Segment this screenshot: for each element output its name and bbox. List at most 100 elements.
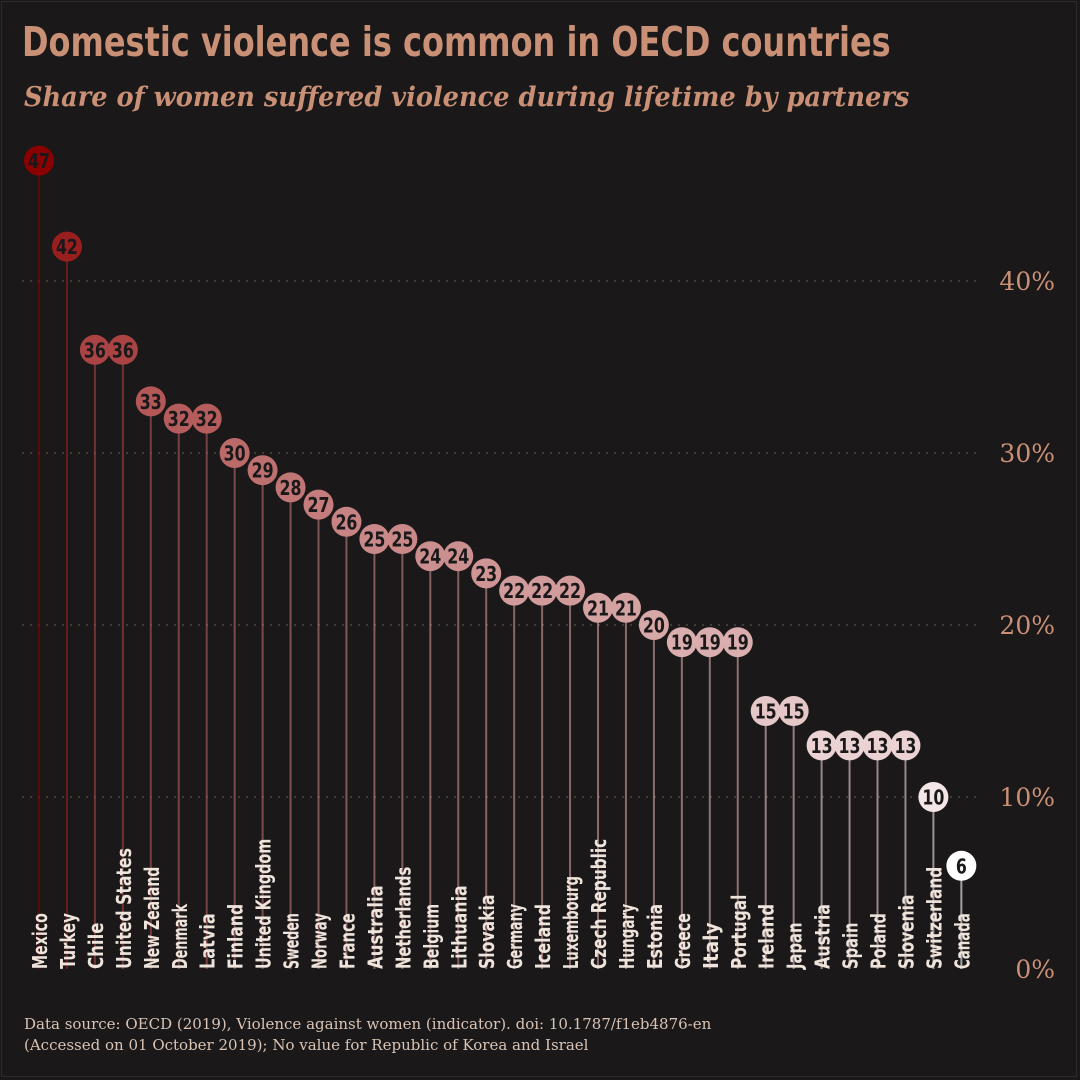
country-label: Switzerland: [922, 867, 946, 969]
dot: [918, 782, 949, 812]
value-label: 19: [727, 631, 749, 655]
dot: [135, 386, 166, 417]
dot: [722, 627, 753, 658]
dot: [471, 558, 502, 589]
value-label: 21: [587, 596, 609, 620]
value-label: 36: [84, 338, 106, 362]
value-label: 19: [671, 631, 693, 655]
value-label: 15: [783, 700, 805, 724]
country-label: Belgium: [419, 904, 443, 969]
dot: [638, 610, 669, 640]
country-label: Portugal: [727, 895, 751, 969]
dot: [191, 403, 222, 434]
country-label: United States: [112, 848, 136, 969]
value-label: 6: [956, 854, 967, 878]
value-label: 13: [839, 734, 861, 758]
dot: [163, 403, 194, 434]
dot: [527, 575, 558, 606]
dot: [555, 575, 586, 606]
country-label: Australia: [363, 885, 387, 969]
country-label: Japan: [783, 923, 807, 971]
dot: [499, 575, 530, 606]
dot: [107, 334, 138, 365]
country-label: Chile: [84, 923, 108, 970]
dot: [666, 627, 697, 658]
dot: [415, 541, 446, 572]
country-label: Latvia: [196, 913, 220, 969]
value-label: 28: [280, 476, 302, 500]
country-label: Austria: [811, 904, 835, 969]
value-label: 10: [922, 786, 944, 810]
country-label: Luxembourg: [559, 876, 583, 969]
value-label: 33: [140, 390, 162, 414]
value-label: 23: [475, 562, 497, 586]
value-label: 21: [615, 596, 637, 620]
value-label: 30: [224, 442, 246, 466]
country-label: Canada: [950, 913, 974, 969]
value-label: 24: [419, 545, 441, 569]
country-label: Hungary: [615, 904, 639, 969]
country-label: Germany: [503, 904, 527, 969]
value-label: 13: [894, 734, 916, 758]
country-label: Iceland: [531, 904, 555, 969]
country-label: Sweden: [280, 913, 304, 969]
country-label: Mexico: [28, 913, 52, 969]
country-label: Czech Republic: [587, 839, 611, 969]
country-label: Poland: [867, 913, 891, 969]
country-label: Norway: [308, 913, 332, 969]
dot: [247, 455, 278, 486]
value-label: 20: [643, 614, 665, 638]
value-label: 29: [252, 459, 274, 483]
dot: [946, 850, 977, 881]
value-label: 13: [867, 734, 889, 758]
caption-line-2: (Accessed on 01 October 2019); No value …: [24, 1036, 589, 1054]
country-label: Turkey: [56, 913, 80, 969]
y-tick-label: 10%: [999, 783, 1055, 812]
value-label: 25: [363, 528, 385, 552]
value-label: 25: [391, 528, 413, 552]
value-label: 42: [56, 235, 78, 259]
dot: [834, 730, 865, 761]
y-tick-label: 0%: [1015, 955, 1055, 984]
dot: [24, 145, 54, 176]
dot: [583, 592, 613, 623]
dot: [890, 730, 921, 761]
country-label: Lithuania: [447, 885, 471, 969]
chart-subtitle: Share of women suffered violence during …: [24, 82, 910, 113]
country-label: France: [335, 913, 359, 969]
country-label: Slovakia: [475, 895, 499, 969]
value-label: 22: [559, 579, 581, 603]
value-label: 32: [196, 407, 218, 431]
value-label: 24: [447, 545, 469, 569]
value-label: 47: [28, 149, 50, 173]
dot: [806, 730, 837, 761]
country-label: United Kingdom: [252, 839, 276, 969]
value-label: 26: [335, 510, 357, 534]
dot: [79, 334, 110, 365]
country-label: Denmark: [168, 903, 192, 969]
dot: [359, 524, 390, 554]
dot: [750, 696, 781, 726]
chart-title: Domestic violence is common in OECD coun…: [22, 18, 891, 66]
value-label: 13: [811, 734, 833, 758]
y-tick-label: 20%: [999, 611, 1055, 640]
dot: [303, 489, 334, 520]
dot: [51, 231, 82, 262]
value-label: 15: [755, 700, 777, 724]
value-label: 27: [308, 493, 330, 517]
dot: [387, 524, 418, 554]
country-label: Slovenia: [894, 895, 918, 969]
dot: [443, 541, 474, 572]
chart-caption: Data source: OECD (2019), Violence again…: [24, 1014, 711, 1056]
dot: [219, 438, 250, 468]
country-label: Estonia: [643, 904, 667, 969]
value-label: 22: [531, 579, 553, 603]
country-label: New Zealand: [140, 867, 164, 969]
caption-line-1: Data source: OECD (2019), Violence again…: [24, 1015, 712, 1033]
value-label: 22: [503, 579, 525, 603]
dot: [275, 472, 306, 503]
dot: [862, 730, 893, 761]
country-label: Italy: [699, 923, 723, 970]
country-label: Finland: [224, 904, 248, 969]
